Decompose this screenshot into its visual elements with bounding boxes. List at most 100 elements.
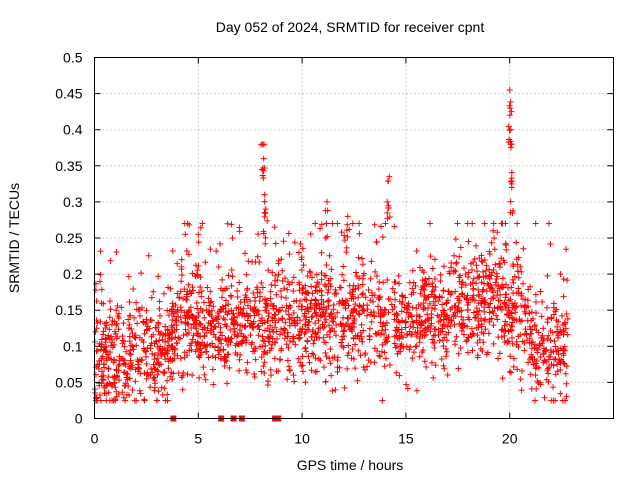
data-point — [455, 350, 462, 357]
data-point — [560, 322, 567, 329]
data-point — [165, 284, 172, 291]
data-point — [453, 259, 460, 266]
data-point — [440, 287, 447, 294]
data-point — [465, 334, 472, 341]
data-point — [270, 305, 277, 312]
data-point — [258, 354, 265, 361]
data-point — [254, 253, 261, 260]
data-point — [391, 303, 398, 310]
data-point — [229, 235, 236, 242]
data-point — [123, 370, 130, 377]
data-point — [97, 346, 104, 353]
data-point — [486, 318, 493, 325]
data-point — [506, 86, 513, 93]
data-point — [412, 343, 419, 350]
data-point — [133, 299, 140, 306]
data-point — [545, 378, 552, 385]
data-point — [327, 283, 334, 290]
data-point — [322, 378, 329, 385]
y-tick-label: 0.2 — [63, 266, 83, 282]
data-point — [462, 282, 469, 289]
y-tick-label: 0.35 — [55, 158, 82, 174]
data-point — [508, 369, 515, 376]
data-point — [272, 240, 279, 247]
data-point — [142, 348, 149, 355]
data-point — [344, 213, 351, 220]
data-point — [320, 364, 327, 371]
data-point — [290, 309, 297, 316]
data-point — [494, 229, 501, 236]
data-point — [106, 326, 113, 333]
data-point — [168, 328, 175, 335]
data-point — [296, 279, 303, 286]
data-point — [127, 312, 134, 319]
data-point — [221, 362, 228, 369]
data-point — [228, 221, 235, 228]
data-point — [124, 370, 131, 377]
data-point — [200, 364, 207, 371]
data-point — [119, 333, 126, 340]
data-point — [539, 299, 546, 306]
data-point — [324, 298, 331, 305]
data-point — [312, 302, 319, 309]
data-point — [474, 354, 481, 361]
data-point — [538, 334, 545, 341]
data-point — [557, 271, 564, 278]
data-point — [483, 351, 490, 358]
data-point — [408, 291, 415, 298]
data-point — [507, 138, 514, 145]
data-point — [439, 328, 446, 335]
data-point — [324, 198, 331, 205]
data-point — [122, 382, 129, 389]
data-point — [286, 322, 293, 329]
data-point — [362, 351, 369, 358]
data-point — [251, 312, 258, 319]
data-point — [317, 225, 324, 232]
data-point — [323, 261, 330, 268]
data-point — [188, 290, 195, 297]
data-point — [176, 335, 183, 342]
data-point — [257, 289, 264, 296]
data-point — [440, 362, 447, 369]
data-point — [422, 276, 429, 283]
data-point — [358, 335, 365, 342]
data-point — [111, 341, 118, 348]
data-point — [402, 319, 409, 326]
data-point — [209, 317, 216, 324]
data-point — [417, 321, 424, 328]
data-point — [217, 336, 224, 343]
data-point — [415, 301, 422, 308]
data-point — [475, 274, 482, 281]
data-point — [351, 323, 358, 330]
data-point — [171, 355, 178, 362]
data-point — [439, 322, 446, 329]
data-point — [408, 313, 415, 320]
data-point — [457, 244, 464, 251]
data-point — [179, 386, 186, 393]
data-point — [420, 269, 427, 276]
data-point — [553, 306, 560, 313]
data-point — [268, 281, 275, 288]
data-point — [312, 220, 319, 227]
data-point — [271, 224, 278, 231]
data-point — [97, 318, 104, 325]
data-point — [545, 365, 552, 372]
data-point — [528, 317, 535, 324]
data-point — [371, 221, 378, 228]
data-point — [98, 341, 105, 348]
data-point — [309, 313, 316, 320]
data-point — [126, 299, 133, 306]
data-point — [162, 349, 169, 356]
data-point — [110, 359, 117, 366]
data-point — [169, 247, 176, 254]
y-tick-label: 0.25 — [55, 230, 82, 246]
data-point — [92, 287, 99, 294]
data-point — [338, 323, 345, 330]
data-point — [460, 324, 467, 331]
data-point — [509, 340, 516, 347]
data-point — [319, 312, 326, 319]
data-point — [289, 279, 296, 286]
data-point — [509, 319, 516, 326]
data-point — [497, 304, 504, 311]
data-point — [509, 276, 516, 283]
